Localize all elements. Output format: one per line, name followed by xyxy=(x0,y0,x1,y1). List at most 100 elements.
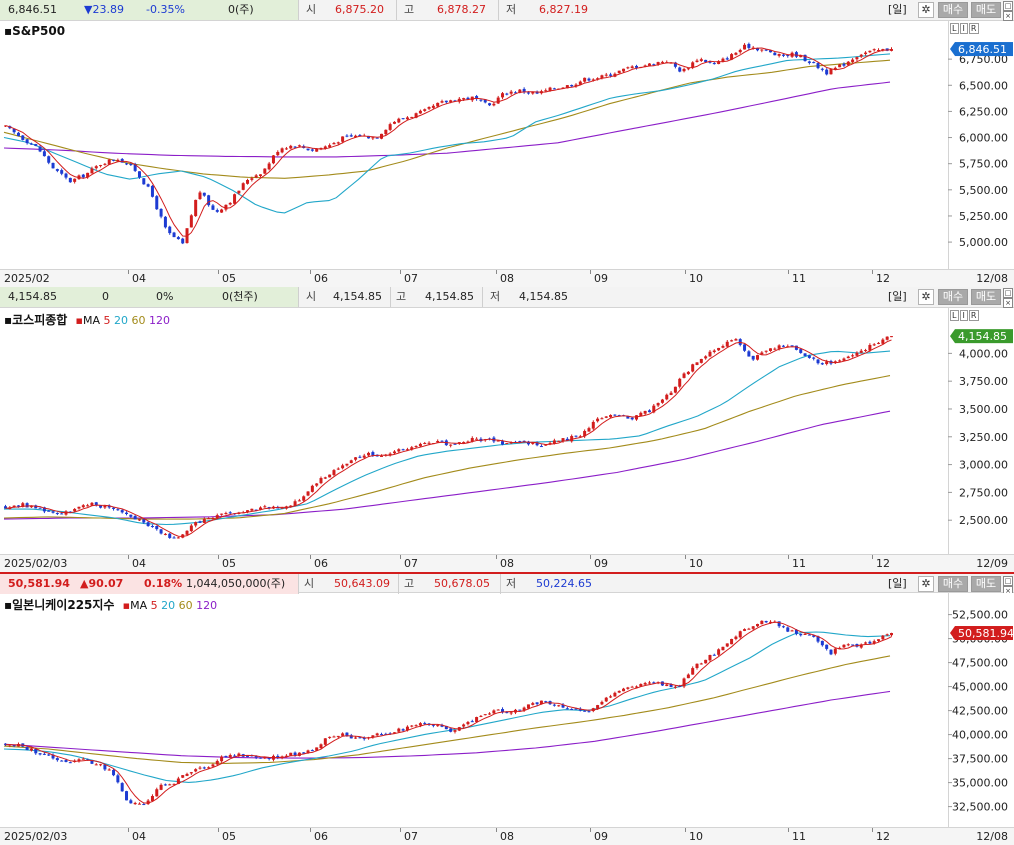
gear-icon[interactable]: ✲ xyxy=(918,289,934,305)
x-tick-label: 10 xyxy=(689,272,703,285)
candle xyxy=(198,766,202,770)
candle xyxy=(535,441,539,447)
x-tick-mark xyxy=(310,555,311,559)
price-change: ▼23.89 xyxy=(84,3,124,16)
sell-button[interactable]: 매도 xyxy=(971,2,1001,18)
quote-bar-highlight xyxy=(0,574,298,594)
x-tick-mark xyxy=(310,828,311,832)
candle xyxy=(12,128,16,134)
close-icon[interactable]: × xyxy=(1003,11,1013,21)
period-button[interactable]: [일] xyxy=(888,577,907,590)
scale-i[interactable]: I xyxy=(960,23,968,34)
scale-l[interactable]: L xyxy=(950,23,960,34)
sell-button[interactable]: 매도 xyxy=(971,576,1001,592)
candle xyxy=(781,625,785,629)
candle xyxy=(522,87,526,94)
candle xyxy=(207,517,211,520)
ma5-line xyxy=(5,47,892,237)
candle xyxy=(773,347,777,351)
candle xyxy=(583,429,587,439)
candle xyxy=(380,732,384,736)
x-tick-label: 09 xyxy=(594,830,608,843)
buy-button[interactable]: 매수 xyxy=(938,576,968,592)
candle xyxy=(263,168,267,175)
sell-button[interactable]: 매도 xyxy=(971,289,1001,305)
x-tick-mark xyxy=(788,828,789,832)
x-tick-mark xyxy=(685,555,686,559)
candle xyxy=(423,441,427,445)
candle xyxy=(764,350,768,354)
x-tick-mark xyxy=(218,555,219,559)
candle xyxy=(133,514,137,520)
candle xyxy=(691,666,695,675)
candle xyxy=(21,134,25,141)
low-value: 4,154.85 xyxy=(519,290,568,303)
candle xyxy=(94,501,98,507)
candle xyxy=(103,162,107,166)
candlestick-chart: 4,000.00 3,750.00 3,500.00 3,250.00 3,000.00… xyxy=(3,329,1013,539)
candle xyxy=(401,118,405,120)
candle xyxy=(51,753,55,760)
candle xyxy=(81,757,85,760)
candle xyxy=(198,520,202,524)
period-button[interactable]: [일] xyxy=(888,3,907,16)
ma60-line xyxy=(3,655,891,764)
candle xyxy=(319,476,323,485)
candle xyxy=(604,72,608,77)
candle xyxy=(708,349,712,357)
last-price-badge: 50,581.94 xyxy=(950,626,1014,641)
candle xyxy=(120,509,124,514)
maximize-icon[interactable]: □ xyxy=(1003,576,1013,586)
candle xyxy=(189,214,193,228)
x-tick-mark xyxy=(788,270,789,274)
scale-l[interactable]: L xyxy=(950,310,960,321)
x-tick-mark xyxy=(590,270,591,274)
candle xyxy=(851,58,855,63)
candlestick-chart: 52,500.0050,000.0047,500.0045,000.0042,5… xyxy=(3,609,1014,814)
x-tick-label: 08 xyxy=(500,557,514,570)
candle xyxy=(431,104,435,110)
x-tick-label: 08 xyxy=(500,830,514,843)
candle xyxy=(890,336,893,338)
y-tick-label: 5,500.00 xyxy=(959,184,1008,197)
candle xyxy=(220,208,224,213)
gear-icon[interactable]: ✲ xyxy=(918,2,934,18)
x-tick-mark xyxy=(218,270,219,274)
scale-r[interactable]: R xyxy=(968,310,980,321)
volume: 0(천주) xyxy=(222,290,258,303)
candlestick-chart: 6,750.00 6,500.00 6,250.00 6,000.00 5,750.00… xyxy=(3,42,1013,249)
maximize-icon[interactable]: □ xyxy=(1003,288,1013,298)
gear-icon[interactable]: ✲ xyxy=(918,576,934,592)
x-tick-mark xyxy=(218,828,219,832)
ma120-line xyxy=(3,81,891,158)
close-icon[interactable]: × xyxy=(1003,298,1013,308)
candle xyxy=(94,165,98,170)
ma20-line xyxy=(3,631,891,783)
last-price: 50,581.94 xyxy=(8,577,70,590)
candle xyxy=(90,166,94,174)
x-tick-label: 12 xyxy=(876,830,890,843)
candle xyxy=(760,49,764,53)
candle xyxy=(475,437,479,440)
y-tick-label: 5,250.00 xyxy=(959,210,1008,223)
candle xyxy=(388,122,392,132)
quote-bar-highlight xyxy=(0,0,298,20)
scale-i[interactable]: I xyxy=(960,310,968,321)
candle xyxy=(578,434,582,438)
candle xyxy=(622,687,626,692)
candle xyxy=(224,511,228,515)
candle xyxy=(185,772,189,777)
buy-button[interactable]: 매수 xyxy=(938,289,968,305)
candle xyxy=(34,143,38,147)
buy-button[interactable]: 매수 xyxy=(938,2,968,18)
candle xyxy=(354,736,358,739)
candle xyxy=(168,532,172,539)
maximize-icon[interactable]: □ xyxy=(1003,1,1013,11)
period-button[interactable]: [일] xyxy=(888,290,907,303)
candle xyxy=(686,67,690,71)
scale-r[interactable]: R xyxy=(968,23,980,34)
ma-legend: ▪MA 5 20 60 120 xyxy=(75,314,171,327)
candle xyxy=(756,354,760,361)
